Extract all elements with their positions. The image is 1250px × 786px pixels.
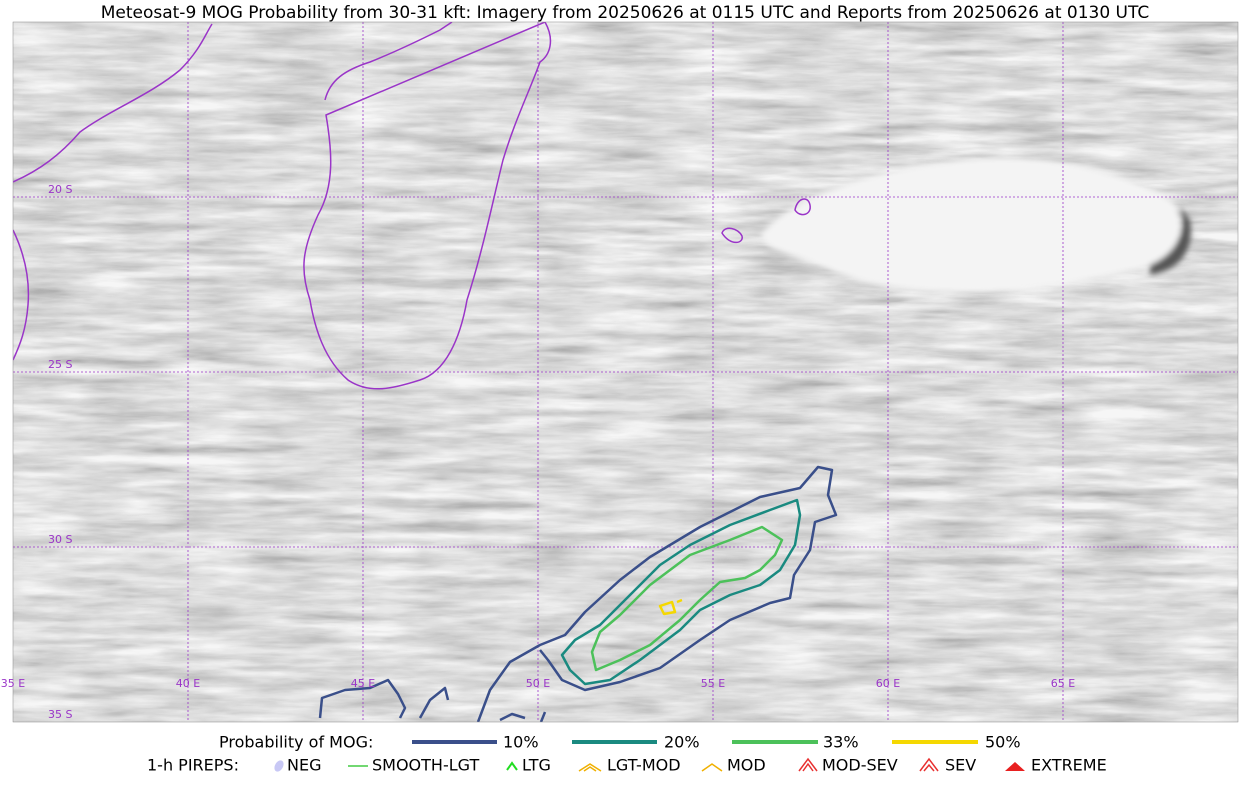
contour-20 [560, 498, 802, 686]
legend-label: MOD-SEV [822, 756, 898, 775]
graticule [13, 22, 1238, 722]
pirep-icon [1005, 762, 1025, 771]
legend-label: 20% [664, 733, 700, 752]
legend-title: 1-h PIREPS: [147, 756, 239, 775]
lon-label: 45 E [351, 677, 375, 690]
lat-label: 25 S [48, 358, 72, 371]
lon-label: 50 E [526, 677, 550, 690]
pirep-icon [274, 760, 284, 772]
contour-10 [318, 678, 547, 722]
coastline [13, 22, 811, 390]
contour-50 [658, 598, 683, 616]
map-frame [12, 21, 1239, 723]
legend-label: 33% [823, 733, 859, 752]
lat-label: 35 S [48, 708, 72, 721]
legend-label: LTG [522, 756, 551, 775]
legend-label: MOD [727, 756, 766, 775]
legend-label: SMOOTH-LGT [372, 756, 479, 775]
contour-10 [476, 465, 838, 722]
legend-title: Probability of MOG: [219, 733, 373, 752]
pirep-icon [798, 757, 818, 772]
pirep-icon [919, 757, 939, 772]
pirep-icon [701, 763, 723, 772]
lon-label: 40 E [176, 677, 200, 690]
lon-label: 55 E [701, 677, 725, 690]
pirep-icon [578, 763, 602, 772]
lon-label: 35 E [1, 677, 25, 690]
legend-label: 10% [503, 733, 539, 752]
contour-33 [590, 525, 784, 672]
legend-label: SEV [945, 756, 976, 775]
legend-label: 50% [985, 733, 1021, 752]
legend: Probability of MOG: 10% 20% 33% 50% 1-h … [147, 733, 1107, 775]
legend-label: EXTREME [1031, 756, 1107, 775]
legend-label: NEG [287, 756, 321, 775]
lon-label: 60 E [876, 677, 900, 690]
legend-label: LGT-MOD [607, 756, 681, 775]
contours [318, 465, 838, 722]
map: 20 S 25 S 30 S 35 S [13, 22, 1238, 722]
pirep-icon [506, 761, 518, 771]
title: Meteosat-9 MOG Probability from 30-31 kf… [101, 3, 1150, 23]
lat-label: 30 S [48, 533, 72, 546]
cloud [760, 157, 1191, 293]
lat-label: 20 S [48, 183, 72, 196]
lon-label: 65 E [1051, 677, 1075, 690]
